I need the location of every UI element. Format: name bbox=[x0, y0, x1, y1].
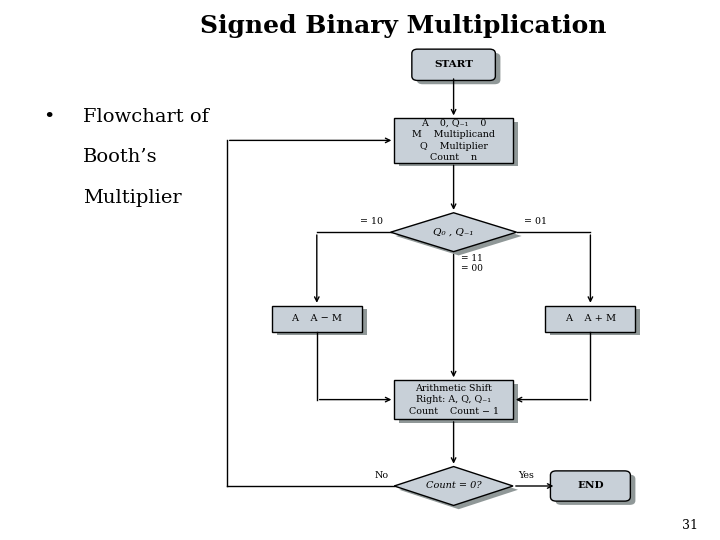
Text: 31: 31 bbox=[683, 519, 698, 532]
Text: Multiplier: Multiplier bbox=[83, 189, 181, 207]
FancyBboxPatch shape bbox=[412, 49, 495, 80]
Text: Yes: Yes bbox=[518, 470, 534, 480]
FancyBboxPatch shape bbox=[395, 118, 513, 163]
Text: START: START bbox=[434, 60, 473, 69]
Text: = 10: = 10 bbox=[360, 217, 383, 226]
Text: No: No bbox=[374, 470, 389, 480]
FancyBboxPatch shape bbox=[399, 384, 518, 423]
Text: Flowchart of: Flowchart of bbox=[83, 108, 209, 126]
Polygon shape bbox=[395, 467, 513, 505]
Text: Booth’s: Booth’s bbox=[83, 148, 158, 166]
Text: Q₀ , Q₋₁: Q₀ , Q₋₁ bbox=[433, 228, 474, 237]
Text: END: END bbox=[577, 482, 603, 490]
Polygon shape bbox=[396, 217, 521, 255]
FancyBboxPatch shape bbox=[272, 306, 361, 332]
FancyBboxPatch shape bbox=[399, 122, 518, 166]
Text: A    A + M: A A + M bbox=[564, 314, 616, 323]
Text: A    A − M: A A − M bbox=[292, 314, 342, 323]
FancyBboxPatch shape bbox=[417, 53, 500, 84]
Text: = 11
= 00: = 11 = 00 bbox=[461, 254, 482, 273]
FancyBboxPatch shape bbox=[556, 475, 635, 505]
Polygon shape bbox=[390, 213, 517, 252]
FancyBboxPatch shape bbox=[395, 380, 513, 419]
FancyBboxPatch shape bbox=[550, 309, 641, 335]
FancyBboxPatch shape bbox=[550, 471, 631, 501]
Text: A    0, Q₋₁    0
M    Multiplicand
Q    Multiplier
Count    n: A 0, Q₋₁ 0 M Multiplicand Q Multiplier C… bbox=[412, 119, 495, 162]
Text: Arithmetic Shift
Right: A, Q, Q₋₁
Count    Count − 1: Arithmetic Shift Right: A, Q, Q₋₁ Count … bbox=[409, 383, 498, 416]
Text: Count = 0?: Count = 0? bbox=[426, 482, 482, 490]
Text: •: • bbox=[43, 108, 55, 126]
Text: = 01: = 01 bbox=[524, 217, 547, 226]
FancyBboxPatch shape bbox=[277, 309, 367, 335]
Polygon shape bbox=[399, 470, 518, 509]
Text: Signed Binary Multiplication: Signed Binary Multiplication bbox=[200, 14, 606, 37]
FancyBboxPatch shape bbox=[546, 306, 635, 332]
